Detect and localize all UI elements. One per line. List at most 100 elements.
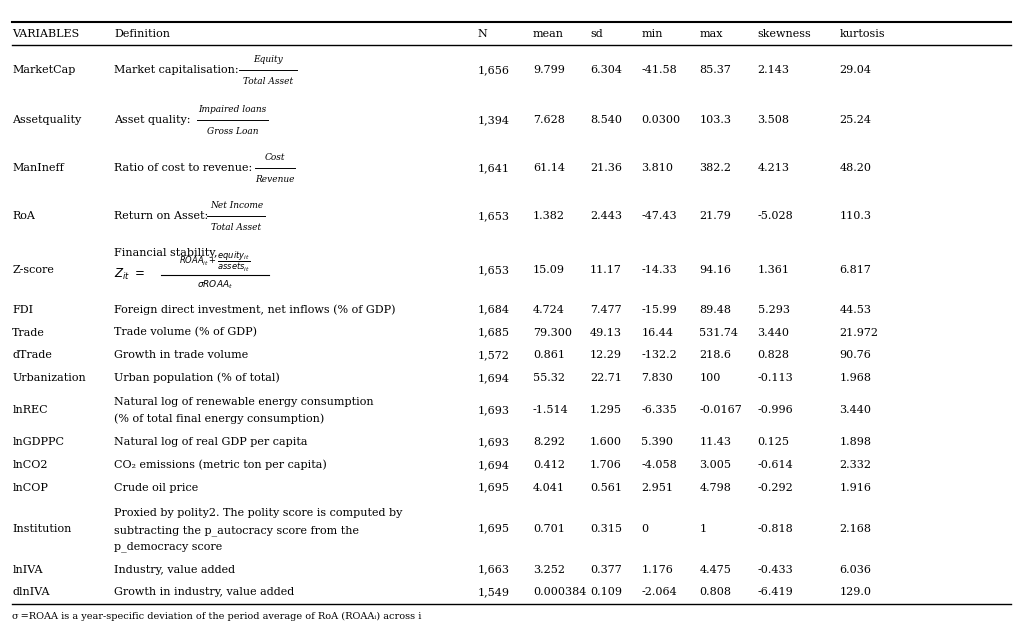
Text: 0.109: 0.109: [590, 587, 622, 597]
Text: 0.412: 0.412: [533, 460, 565, 470]
Text: 0.561: 0.561: [590, 483, 622, 492]
Text: 22.71: 22.71: [590, 373, 622, 383]
Text: Assetquality: Assetquality: [12, 115, 82, 126]
Text: 1.600: 1.600: [590, 437, 622, 447]
Text: -5.028: -5.028: [758, 212, 793, 221]
Text: 0: 0: [641, 524, 648, 533]
Text: 21.79: 21.79: [699, 212, 731, 221]
Text: 1,641: 1,641: [478, 163, 509, 173]
Text: 12.29: 12.29: [590, 351, 622, 360]
Text: 1,394: 1,394: [478, 115, 509, 126]
Text: -1.514: -1.514: [533, 405, 569, 415]
Text: 94.16: 94.16: [699, 265, 731, 275]
Text: CO₂ emissions (metric ton per capita): CO₂ emissions (metric ton per capita): [114, 460, 327, 470]
Text: Asset quality:: Asset quality:: [114, 115, 191, 126]
Text: -0.292: -0.292: [758, 483, 793, 492]
Text: mean: mean: [533, 29, 564, 39]
Text: -2.064: -2.064: [641, 587, 677, 597]
Text: $ROAA_{it}+\dfrac{equity_{it}}{assets_{it}}$: $ROAA_{it}+\dfrac{equity_{it}}{assets_{i…: [180, 250, 250, 274]
Text: -6.419: -6.419: [758, 587, 793, 597]
Text: 11.43: 11.43: [699, 437, 731, 447]
Text: Proxied by polity2. The polity score is computed by: Proxied by polity2. The polity score is …: [114, 508, 402, 519]
Text: 1,693: 1,693: [478, 405, 509, 415]
Text: 1,695: 1,695: [478, 524, 509, 533]
Text: 0.861: 0.861: [533, 351, 565, 360]
Text: -4.058: -4.058: [641, 460, 677, 470]
Text: 129.0: 129.0: [839, 587, 871, 597]
Text: Net Income: Net Income: [209, 201, 263, 210]
Text: kurtosis: kurtosis: [839, 29, 885, 39]
Text: Institution: Institution: [12, 524, 71, 533]
Text: 29.04: 29.04: [839, 65, 871, 75]
Text: 1.382: 1.382: [533, 212, 565, 221]
Text: Urbanization: Urbanization: [12, 373, 86, 383]
Text: Growth in industry, value added: Growth in industry, value added: [114, 587, 295, 597]
Text: -41.58: -41.58: [641, 65, 677, 75]
Text: 3.508: 3.508: [758, 115, 789, 126]
Text: Foreign direct investment, net inflows (% of GDP): Foreign direct investment, net inflows (…: [114, 304, 396, 315]
Text: 1.706: 1.706: [590, 460, 622, 470]
Text: 25.24: 25.24: [839, 115, 871, 126]
Text: $\sigma ROAA_{t}$: $\sigma ROAA_{t}$: [197, 279, 233, 292]
Text: 61.14: 61.14: [533, 163, 565, 173]
Text: FDI: FDI: [12, 304, 34, 315]
Text: 0.828: 0.828: [758, 351, 789, 360]
Text: Total Asset: Total Asset: [211, 222, 261, 231]
Text: 15.09: 15.09: [533, 265, 565, 275]
Text: -0.614: -0.614: [758, 460, 793, 470]
Text: 9.799: 9.799: [533, 65, 565, 75]
Text: 49.13: 49.13: [590, 328, 622, 338]
Text: -0.818: -0.818: [758, 524, 793, 533]
Text: 0.0300: 0.0300: [641, 115, 680, 126]
Text: Crude oil price: Crude oil price: [114, 483, 199, 492]
Text: Market capitalisation:: Market capitalisation:: [114, 65, 239, 75]
Text: 1,656: 1,656: [478, 65, 509, 75]
Text: -132.2: -132.2: [641, 351, 677, 360]
Text: 2.143: 2.143: [758, 65, 789, 75]
Text: -0.0167: -0.0167: [699, 405, 742, 415]
Text: 85.37: 85.37: [699, 65, 731, 75]
Text: 3.810: 3.810: [641, 163, 673, 173]
Text: Impaired loans: Impaired loans: [198, 105, 266, 114]
Text: Growth in trade volume: Growth in trade volume: [114, 351, 248, 360]
Text: -0.433: -0.433: [758, 565, 793, 574]
Text: 4.041: 4.041: [533, 483, 565, 492]
Text: 0.701: 0.701: [533, 524, 565, 533]
Text: 103.3: 103.3: [699, 115, 731, 126]
Text: 1,685: 1,685: [478, 328, 509, 338]
Text: 21.972: 21.972: [839, 328, 878, 338]
Text: 1,694: 1,694: [478, 373, 509, 383]
Text: Industry, value added: Industry, value added: [114, 565, 236, 574]
Text: 4.213: 4.213: [758, 163, 789, 173]
Text: 44.53: 44.53: [839, 304, 871, 315]
Text: Definition: Definition: [114, 29, 171, 39]
Text: 0.377: 0.377: [590, 565, 622, 574]
Text: ManIneff: ManIneff: [12, 163, 64, 173]
Text: Trade: Trade: [12, 328, 45, 338]
Text: 218.6: 218.6: [699, 351, 731, 360]
Text: 48.20: 48.20: [839, 163, 871, 173]
Text: Urban population (% of total): Urban population (% of total): [114, 373, 280, 383]
Text: 1.361: 1.361: [758, 265, 789, 275]
Text: Z-score: Z-score: [12, 265, 54, 275]
Text: -15.99: -15.99: [641, 304, 677, 315]
Text: Ratio of cost to revenue:: Ratio of cost to revenue:: [114, 163, 252, 173]
Text: N: N: [478, 29, 488, 39]
Text: -47.43: -47.43: [641, 212, 677, 221]
Text: 2.443: 2.443: [590, 212, 622, 221]
Text: 1.898: 1.898: [839, 437, 871, 447]
Text: 1,549: 1,549: [478, 587, 509, 597]
Text: 4.724: 4.724: [533, 304, 565, 315]
Text: σ =ROAA is a year-specific deviation of the period average of RoA (ROAAᵢ) across: σ =ROAA is a year-specific deviation of …: [12, 612, 422, 620]
Text: 1,693: 1,693: [478, 437, 509, 447]
Text: 1,653: 1,653: [478, 265, 509, 275]
Text: 3.005: 3.005: [699, 460, 731, 470]
Text: Revenue: Revenue: [255, 175, 295, 184]
Text: MarketCap: MarketCap: [12, 65, 76, 75]
Text: 531.74: 531.74: [699, 328, 738, 338]
Text: 0.808: 0.808: [699, 587, 731, 597]
Text: 89.48: 89.48: [699, 304, 731, 315]
Text: sd: sd: [590, 29, 602, 39]
Text: 1: 1: [699, 524, 707, 533]
Text: subtracting the p_autocracy score from the: subtracting the p_autocracy score from t…: [114, 525, 359, 536]
